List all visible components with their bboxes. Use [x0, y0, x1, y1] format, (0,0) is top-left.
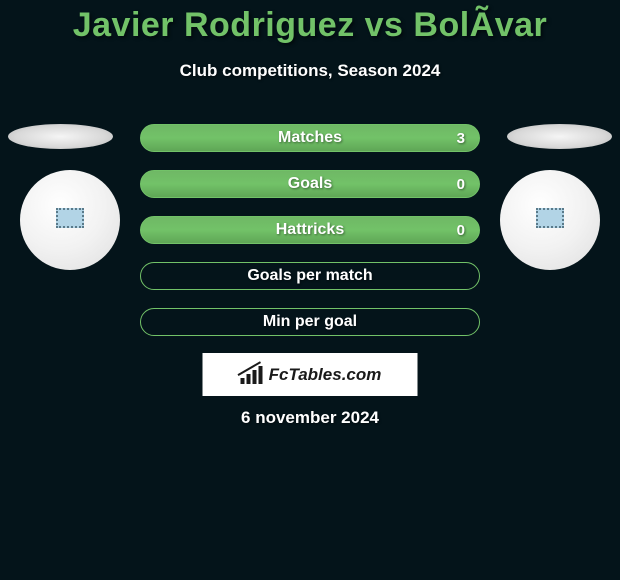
- stat-label: Matches: [278, 129, 342, 147]
- stat-row-min-per-goal: Min per goal: [140, 308, 480, 336]
- stat-label: Goals per match: [247, 267, 372, 285]
- stats-container: Matches 3 Goals 0 Hattricks 0 Goals per …: [140, 124, 480, 354]
- stat-label: Min per goal: [263, 313, 357, 331]
- stat-row-matches: Matches 3: [140, 124, 480, 152]
- brand-text: FcTables.com: [269, 365, 382, 385]
- stat-row-goals-per-match: Goals per match: [140, 262, 480, 290]
- crest-placeholder-icon: [56, 208, 84, 228]
- stat-value: 0: [457, 222, 465, 239]
- footer-date: 6 november 2024: [0, 408, 620, 428]
- shadow-ellipse-right: [507, 124, 612, 149]
- stat-row-goals: Goals 0: [140, 170, 480, 198]
- stat-value: 0: [457, 176, 465, 193]
- brand-box: FcTables.com: [203, 353, 418, 396]
- stat-label: Hattricks: [276, 221, 344, 239]
- brand-chart-icon: [239, 366, 265, 384]
- team-crest-right: [500, 170, 600, 270]
- team-crest-left: [20, 170, 120, 270]
- stat-value: 3: [457, 130, 465, 147]
- stat-label: Goals: [288, 175, 332, 193]
- page-title: Javier Rodriguez vs BolÃ­var: [0, 0, 620, 45]
- shadow-ellipse-left: [8, 124, 113, 149]
- page-subtitle: Club competitions, Season 2024: [0, 61, 620, 81]
- crest-placeholder-icon: [536, 208, 564, 228]
- stat-row-hattricks: Hattricks 0: [140, 216, 480, 244]
